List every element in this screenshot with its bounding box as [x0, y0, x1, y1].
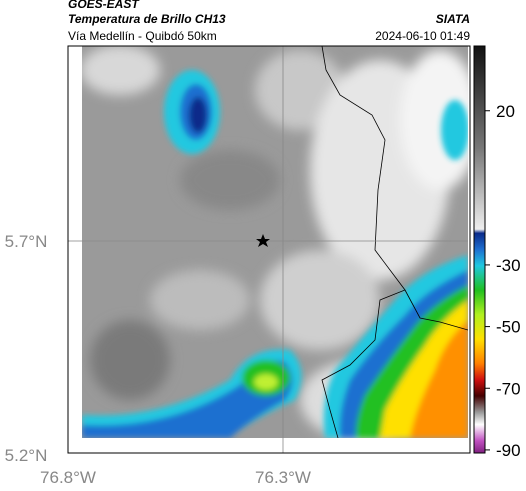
colorbar-tick-label: 20	[496, 102, 515, 121]
lon-tick-label: 76.3°W	[255, 468, 311, 487]
lat-tick-label: 5.7°N	[5, 232, 48, 251]
location: Vía Medellín - Quibdó 50km	[68, 29, 217, 43]
colorbar-tick-label: -70	[496, 379, 521, 398]
colorbar-tick-label: -50	[496, 318, 521, 337]
map-frame	[67, 45, 471, 454]
colorbar	[473, 45, 486, 454]
lat-tick-label: 5.2°N	[5, 446, 48, 465]
satellite-image	[82, 46, 468, 438]
org: SIATA	[436, 12, 470, 26]
subtitle: Temperatura de Brillo CH13	[68, 12, 226, 26]
colorbar-tick-label: -30	[496, 256, 521, 275]
title: GOES-EAST	[68, 0, 140, 11]
datetime: 2024-06-10 01:49	[375, 29, 470, 43]
station-star	[256, 234, 270, 247]
lon-tick-label: 76.8°W	[40, 468, 96, 487]
colorbar-tick-label: -90	[496, 441, 521, 460]
